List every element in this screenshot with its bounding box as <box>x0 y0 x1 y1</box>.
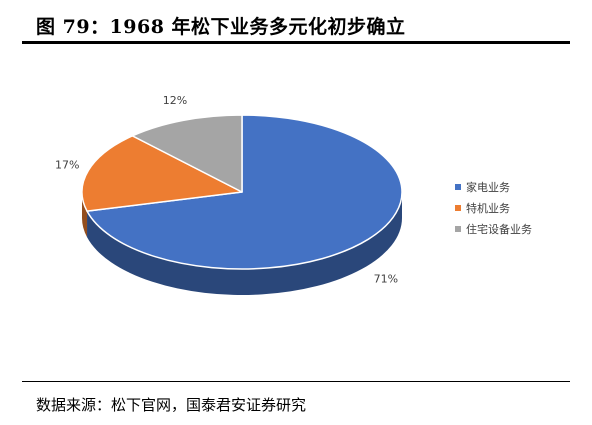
pie-slice-0 <box>86 114 403 270</box>
legend-swatch-1 <box>455 205 461 211</box>
figure-title: 图 79：1968 年松下业务多元化初步确立 <box>36 16 406 38</box>
legend-label-1: 特机业务 <box>466 201 510 215</box>
legend-label-0: 家电业务 <box>466 180 510 194</box>
pie-slice-1 <box>81 135 243 212</box>
source-note: 数据来源：松下官网，国泰君安证券研究 <box>36 396 307 414</box>
legend-label-2: 住宅设备业务 <box>466 222 532 236</box>
source-divider <box>22 381 570 382</box>
pie-data-label-2: 12% <box>163 94 187 107</box>
pie-slice-2 <box>131 114 243 193</box>
pie-tops <box>81 114 403 270</box>
pie-data-label-1: 17% <box>55 158 79 171</box>
pie-data-label-0: 71% <box>374 273 398 286</box>
legend-swatch-2 <box>455 226 461 232</box>
legend-swatch-0 <box>455 184 461 190</box>
pie-labels: 71% 17% 12% <box>55 94 398 286</box>
title-divider <box>22 41 570 44</box>
pie-side-0 <box>87 192 402 296</box>
